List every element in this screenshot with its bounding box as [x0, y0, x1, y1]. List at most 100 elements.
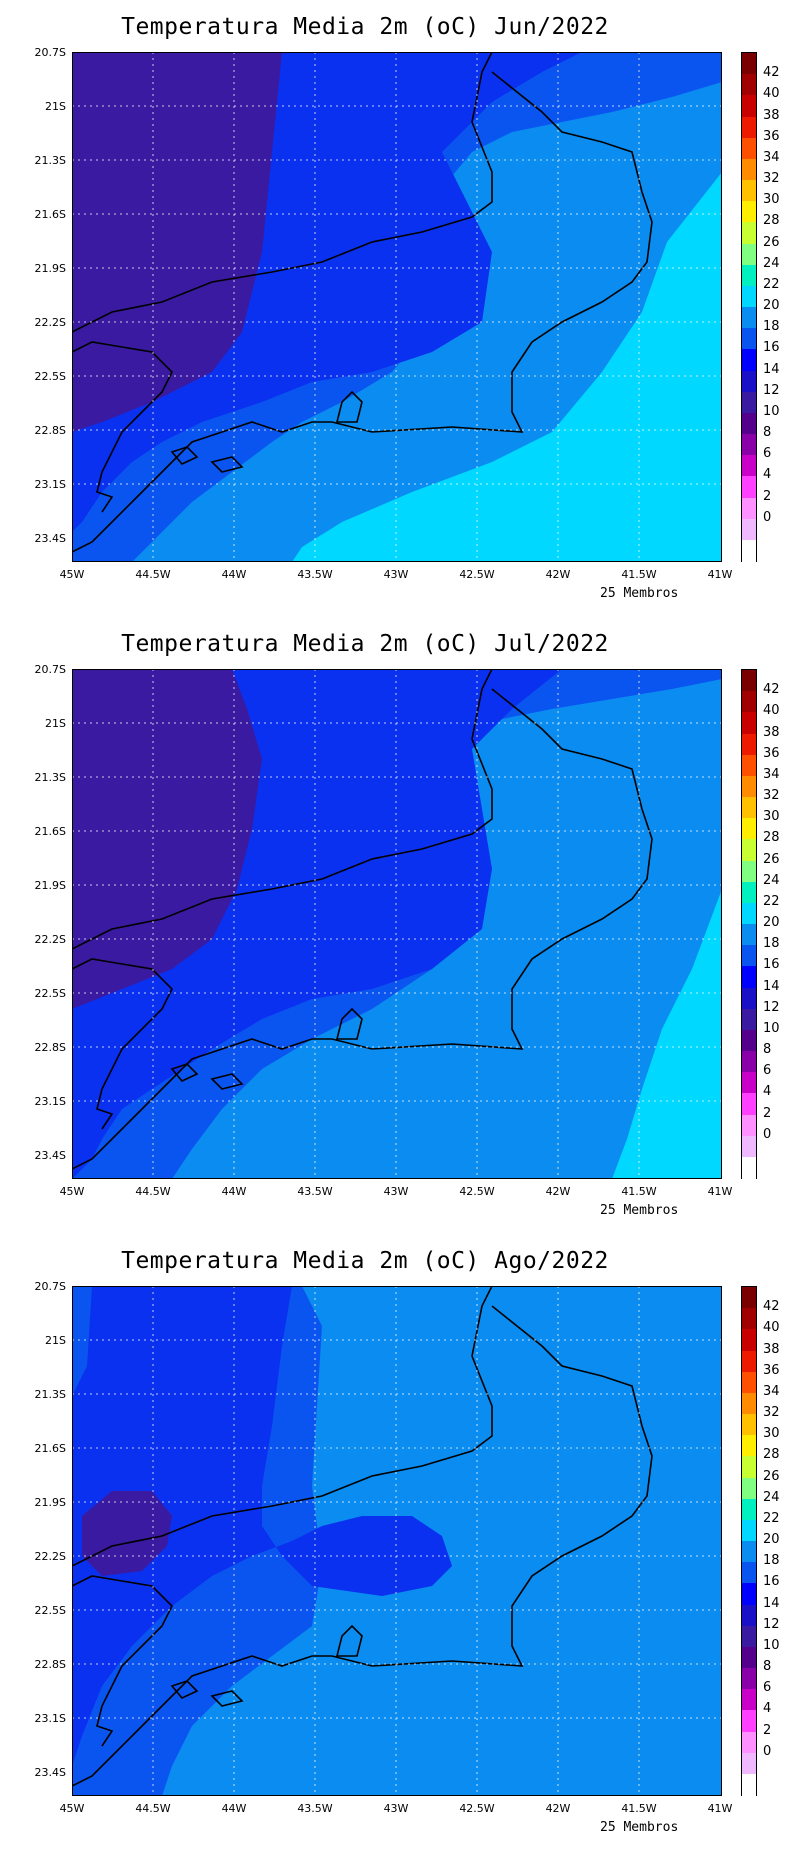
lon-label: 42.5W — [459, 1185, 495, 1198]
lat-label: 21.9S — [34, 1496, 66, 1509]
lat-label: 23.1S — [34, 1712, 66, 1725]
colorbar-label: 32 — [763, 788, 780, 804]
map-jul — [72, 669, 722, 1179]
colorbar-label: 14 — [763, 361, 780, 377]
colorbar-swatch — [742, 391, 756, 414]
colorbar-label: 38 — [763, 1341, 780, 1357]
colorbar-label: 18 — [763, 936, 780, 952]
colorbar-swatch — [742, 1392, 756, 1415]
colorbar-label: 2 — [763, 488, 772, 504]
colorbar-label: 34 — [763, 1383, 780, 1399]
colorbar-label: 18 — [763, 319, 780, 335]
colorbar-swatch — [742, 839, 756, 862]
lat-label: 21S — [45, 1334, 66, 1347]
colorbar-label: 26 — [763, 851, 780, 867]
lon-label: 44.5W — [135, 568, 171, 581]
colorbar-swatch — [742, 1456, 756, 1479]
lon-label: 41.5W — [621, 568, 657, 581]
colorbar-label: 28 — [763, 830, 780, 846]
lon-label: 42.5W — [459, 1802, 495, 1815]
colorbar-label: 12 — [763, 999, 780, 1015]
lon-label: 43.5W — [297, 1802, 333, 1815]
colorbar-label: 30 — [763, 1426, 780, 1442]
colorbar-label: 42 — [763, 65, 780, 81]
map-jun — [72, 52, 722, 562]
colorbar — [741, 669, 757, 1179]
colorbar-swatch — [742, 1710, 756, 1733]
colorbar-label: 28 — [763, 1447, 780, 1463]
colorbar-swatch — [742, 733, 756, 756]
colorbar-label: 34 — [763, 149, 780, 165]
colorbar-label: 38 — [763, 724, 780, 740]
colorbar-label: 22 — [763, 1510, 780, 1526]
colorbar-swatch — [742, 860, 756, 883]
colorbar-label: 12 — [763, 1616, 780, 1632]
colorbar-swatch — [742, 497, 756, 520]
lon-label: 42W — [545, 1185, 571, 1198]
colorbar-label: 40 — [763, 1320, 780, 1336]
panel-title: Temperatura Media 2m (oC) Jun/2022 — [121, 14, 609, 40]
colorbar-label: 16 — [763, 1574, 780, 1590]
lat-label: 21.3S — [34, 771, 66, 784]
colorbar-swatch — [742, 1498, 756, 1521]
lon-label: 41W — [707, 1802, 733, 1815]
colorbar-label: 38 — [763, 107, 780, 123]
lon-label: 43.5W — [297, 1185, 333, 1198]
lat-label: 21.6S — [34, 1442, 66, 1455]
colorbar-label: 4 — [763, 1701, 772, 1717]
colorbar-swatch — [742, 201, 756, 223]
panel-jul: Temperatura Media 2m (oC) Jul/2022 — [0, 617, 800, 1227]
colorbar-swatch — [742, 1008, 756, 1031]
colorbar-swatch — [742, 476, 756, 499]
colorbar-label: 36 — [763, 745, 780, 761]
colorbar-swatch — [742, 1135, 756, 1158]
colorbar-swatch — [742, 1093, 756, 1116]
colorbar-label: 22 — [763, 276, 780, 292]
lon-label: 43.5W — [297, 568, 333, 581]
lat-label: 20.7S — [34, 46, 66, 59]
colorbar-label: 36 — [763, 128, 780, 144]
colorbar-swatch — [742, 1156, 756, 1179]
colorbar-label: 16 — [763, 340, 780, 356]
lat-label: 22.5S — [34, 1604, 66, 1617]
colorbar-label: 40 — [763, 86, 780, 102]
colorbar-swatch — [742, 285, 756, 308]
colorbar-swatch — [742, 712, 756, 734]
panel-title: Temperatura Media 2m (oC) Ago/2022 — [121, 1248, 609, 1274]
lat-label: 21S — [45, 100, 66, 113]
colorbar-label: 40 — [763, 703, 780, 719]
lon-label: 44.5W — [135, 1802, 171, 1815]
colorbar-swatch — [742, 1329, 756, 1351]
lat-label: 23.4S — [34, 532, 66, 545]
lon-label: 41W — [707, 568, 733, 581]
colorbar-label: 14 — [763, 978, 780, 994]
colorbar-swatch — [742, 1773, 756, 1796]
zone-16 — [72, 1286, 452, 1766]
lat-label: 22.8S — [34, 1658, 66, 1671]
graticule — [72, 52, 722, 562]
colorbar-label: 32 — [763, 1405, 780, 1421]
lon-label: 44.5W — [135, 1185, 171, 1198]
colorbar-label: 18 — [763, 1553, 780, 1569]
lat-label: 22.2S — [34, 933, 66, 946]
colorbar-swatch — [742, 818, 756, 840]
colorbar-label: 14 — [763, 1595, 780, 1611]
colorbar-swatch — [742, 1287, 756, 1309]
colorbar-swatch — [742, 881, 756, 904]
colorbar-swatch — [742, 1583, 756, 1606]
colorbar-swatch — [742, 1562, 756, 1584]
colorbar-label: 30 — [763, 809, 780, 825]
lat-label: 21.6S — [34, 208, 66, 221]
colorbar-swatch — [742, 328, 756, 350]
colorbar-label: 6 — [763, 1063, 772, 1079]
colorbar-swatch — [742, 1414, 756, 1436]
colorbar — [741, 52, 757, 562]
colorbar-label: 16 — [763, 957, 780, 973]
colorbar-swatch — [742, 222, 756, 245]
colorbar-swatch — [742, 74, 756, 96]
colorbar-label: 20 — [763, 298, 780, 314]
colorbar-swatch — [742, 95, 756, 117]
colorbar-label: 42 — [763, 1299, 780, 1315]
colorbar-label: 8 — [763, 1659, 772, 1675]
colorbar-swatch — [742, 412, 756, 435]
